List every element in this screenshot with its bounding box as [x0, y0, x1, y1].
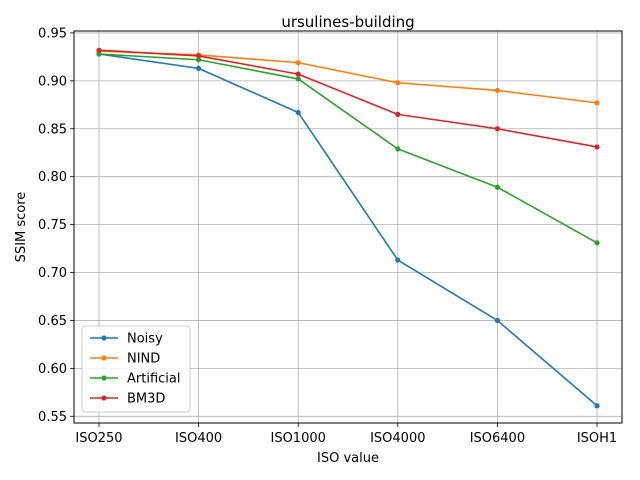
legend: Noisy NIND Artificial BM3D: [81, 325, 191, 413]
grid: [74, 31, 622, 423]
x-tick-label: ISO400: [175, 431, 222, 446]
y-axis-label: SSIM score: [14, 192, 29, 263]
plot-frame: [73, 30, 623, 424]
series-line-noisy: [98, 53, 598, 407]
data-point-artificial: [594, 240, 600, 246]
x-tick-label: ISOH1: [577, 431, 617, 446]
data-point-nind: [395, 80, 401, 86]
y-tick-label: 0.70: [38, 266, 67, 281]
y-tick-label: 0.55: [38, 410, 67, 425]
data-point-noisy: [594, 403, 600, 409]
y-tick-label: 0.65: [38, 314, 67, 329]
data-point-bm3d: [96, 47, 102, 53]
data-point-noisy: [295, 109, 301, 116]
x-tick-label: ISO1000: [270, 431, 325, 446]
legend-label-artificial: Artificial: [127, 372, 180, 387]
x-tick-label: ISO4000: [370, 431, 425, 446]
data-point-bm3d: [395, 111, 401, 117]
x-tick-label: ISO250: [75, 431, 122, 446]
y-tick-label: 0.95: [38, 26, 67, 41]
data-point-artificial: [295, 76, 301, 82]
y-tick-label: 0.90: [38, 74, 67, 89]
legend-label-noisy: Noisy: [127, 332, 163, 347]
data-point-nind: [594, 100, 600, 106]
y-tick-label: 0.80: [38, 170, 67, 185]
data-point-artificial: [494, 184, 500, 190]
chart-title: ursulines-building: [281, 13, 414, 31]
legend-box: [81, 325, 191, 413]
series-lines: [96, 47, 600, 409]
data-point-artificial: [96, 51, 102, 57]
legend-marker-nind: [101, 355, 107, 361]
data-point-bm3d: [494, 126, 500, 132]
legend-label-bm3d: BM3D: [127, 392, 165, 407]
data-point-noisy: [196, 65, 202, 71]
data-point-nind: [295, 60, 301, 66]
data-point-nind: [494, 87, 500, 94]
data-point-artificial: [395, 146, 401, 152]
series-line-artificial: [98, 53, 598, 244]
legend-marker-artificial: [101, 375, 107, 381]
data-point-bm3d: [295, 71, 301, 77]
y-tick-label: 0.85: [38, 122, 67, 137]
legend-label-nind: NIND: [127, 352, 160, 367]
data-point-artificial: [196, 57, 202, 63]
legend-marker-bm3d: [101, 395, 107, 401]
legend-marker-noisy: [101, 335, 107, 341]
axis-ticks: ISO250 ISO400 ISO1000 ISO4000 ISO6400 ISOH1 0.…: [38, 26, 617, 446]
x-tick-label: ISO6400: [470, 431, 525, 446]
data-point-bm3d: [196, 53, 202, 59]
data-point-noisy: [395, 257, 401, 263]
series-line-bm3d: [98, 49, 598, 148]
data-point-bm3d: [594, 144, 600, 150]
data-point-noisy: [494, 317, 500, 324]
x-axis-label: ISO value: [317, 451, 379, 466]
y-tick-label: 0.75: [38, 218, 67, 233]
y-tick-label: 0.60: [38, 362, 67, 377]
